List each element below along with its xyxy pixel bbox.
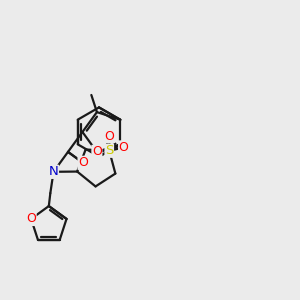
Text: S: S xyxy=(105,144,113,157)
Text: O: O xyxy=(92,146,102,158)
Text: O: O xyxy=(26,212,36,225)
Text: O: O xyxy=(104,130,114,142)
Text: O: O xyxy=(78,156,88,169)
Text: N: N xyxy=(49,165,58,178)
Text: O: O xyxy=(118,141,128,154)
